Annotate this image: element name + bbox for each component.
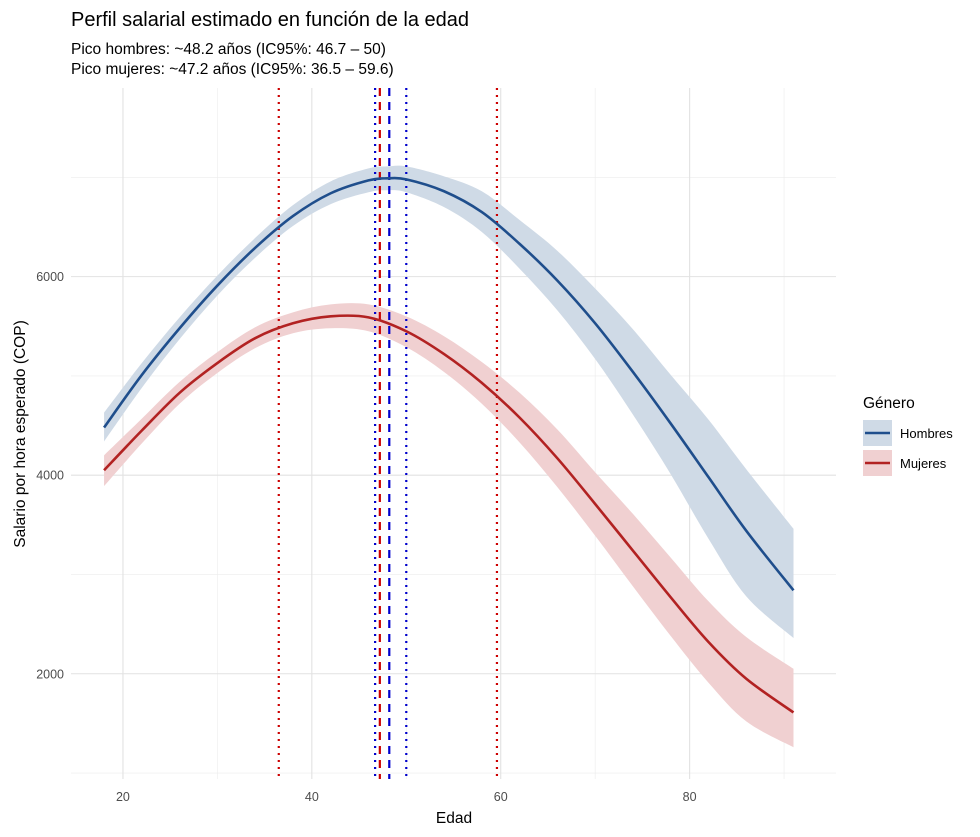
x-tick-label: 40: [305, 790, 319, 804]
y-tick-label: 2000: [36, 667, 64, 681]
chart-subtitle-women: Pico mujeres: ~47.2 años (IC95%: 36.5 – …: [71, 61, 394, 78]
legend-label-mujeres: Mujeres: [900, 456, 947, 471]
x-tick-label: 80: [683, 790, 697, 804]
chart-title: Perfil salarial estimado en función de l…: [71, 9, 469, 31]
x-tick-label: 60: [494, 790, 508, 804]
y-axis-title: Salario por hora esperado (COP): [12, 320, 29, 547]
series-line-mujeres: [103, 314, 795, 714]
legend-title: Género: [863, 395, 915, 412]
y-tick-label: 6000: [36, 270, 64, 284]
chart-subtitle-men: Pico hombres: ~48.2 años (IC95%: 46.7 – …: [71, 41, 386, 58]
legend-label-hombres: Hombres: [900, 426, 953, 441]
x-axis-title: Edad: [436, 810, 472, 827]
x-tick-label: 20: [116, 790, 130, 804]
legend: Género Hombres Mujeres: [863, 395, 953, 476]
tick-labels: 20 40 60 80 2000 4000 6000: [36, 270, 696, 804]
series-line-hombres: [103, 176, 795, 592]
peak-reference-lines: [277, 88, 499, 779]
y-tick-label: 4000: [36, 469, 64, 483]
series-lines: [103, 176, 795, 714]
